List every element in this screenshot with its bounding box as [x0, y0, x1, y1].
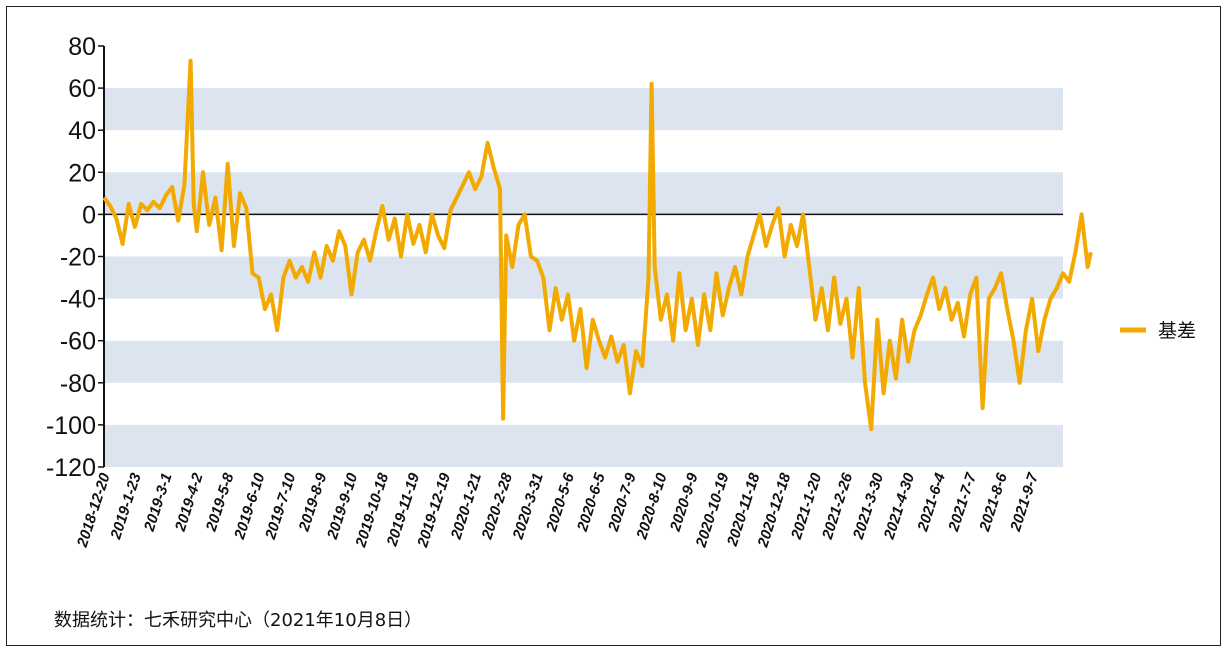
y-tick-label: 60 [68, 75, 96, 103]
band [104, 256, 1063, 299]
x-tick-label: 2020-9-9 [667, 470, 702, 534]
x-tick-label: 2021-8-6 [976, 470, 1011, 534]
x-tick-label: 2021-6-4 [914, 470, 949, 534]
x-tick-label: 2019-7-10 [262, 470, 300, 542]
x-tick-label: 2019-3-1 [141, 471, 176, 534]
source-note: 数据统计：七禾研究中心（2021年10月8日） [54, 610, 423, 631]
x-tick-label: 2020-5-6 [543, 470, 578, 534]
band [104, 424, 1063, 467]
x-tick-label: 2021-7-7 [945, 470, 980, 534]
y-tick-label: 0 [82, 201, 96, 229]
band [104, 88, 1063, 131]
x-tick-label: 2019-4-2 [172, 470, 207, 534]
x-tick-label: 2020-3-31 [509, 471, 547, 542]
series-line-jicha [102, 58, 1093, 432]
y-tick-label: 20 [68, 159, 96, 187]
y-tick-label: -100 [46, 412, 96, 440]
x-tick-label: 2020-6-5 [574, 470, 609, 534]
legend-label: 基差 [1158, 320, 1196, 342]
x-tick-label: 2020-8-10 [633, 470, 671, 542]
x-tick-label: 2019-1-23 [107, 470, 145, 542]
x-tick-label: 2020-7-9 [605, 470, 640, 534]
x-tick-label: 2018-12-20 [74, 470, 114, 550]
y-tick-label: -80 [60, 370, 96, 398]
x-tick-label: 2019-8-9 [295, 470, 330, 534]
x-tick-label: 2019-5-8 [203, 470, 238, 534]
x-tick-label: 2021-4-30 [881, 470, 919, 542]
y-tick-label: -40 [60, 286, 96, 314]
y-tick-label: -20 [60, 244, 96, 272]
y-tick-label: -60 [60, 328, 96, 356]
band [104, 172, 1063, 215]
y-tick-label: 40 [68, 117, 96, 145]
x-tick-label: 2021-9-7 [1007, 470, 1042, 534]
y-tick-label: 80 [68, 33, 96, 61]
y-tick-label: -120 [46, 454, 96, 482]
